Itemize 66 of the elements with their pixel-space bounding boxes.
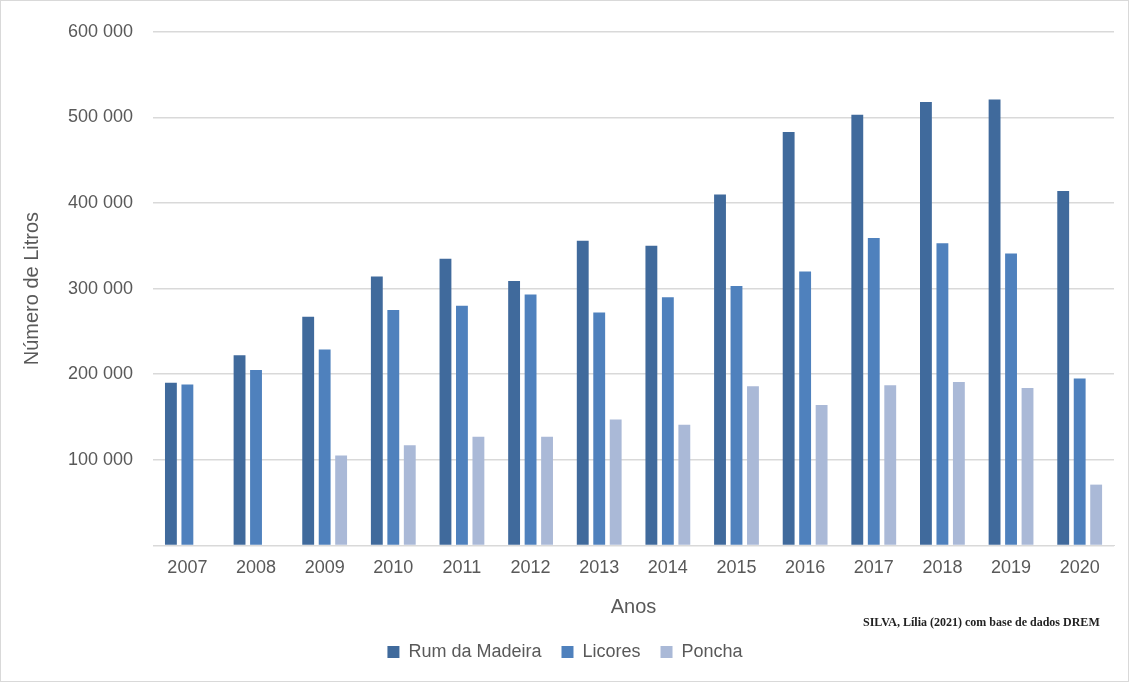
bar [508, 280, 521, 545]
y-tick-label: 200 000 [67, 363, 134, 384]
y-tick-label: 400 000 [67, 191, 134, 212]
bar [302, 316, 315, 545]
y-tick-label: 300 000 [67, 277, 134, 298]
y-tick-label: 100 000 [67, 448, 134, 469]
bar [403, 445, 416, 545]
bar [164, 382, 177, 545]
bar [233, 355, 246, 545]
bar [1073, 378, 1086, 545]
bar [782, 131, 795, 545]
legend-label: Poncha [681, 640, 744, 661]
legend-label: Rum da Madeira [408, 640, 543, 661]
x-tick-label: 2020 [1059, 557, 1100, 578]
bar [952, 381, 965, 545]
x-tick-label: 2011 [442, 557, 482, 578]
x-tick-label: 2018 [922, 557, 963, 578]
bar [318, 349, 331, 545]
bar [1090, 484, 1103, 545]
bar [439, 258, 452, 545]
x-axis-title: Anos [610, 594, 657, 617]
x-tick-label: 2007 [167, 557, 208, 578]
bar [1057, 191, 1070, 545]
x-tick-label: 2010 [373, 557, 414, 578]
bar [747, 386, 759, 545]
x-tick-label: 2016 [785, 557, 826, 578]
bar [1021, 387, 1034, 545]
x-tick-label: 2009 [304, 557, 345, 578]
x-tick-label: 2012 [510, 557, 551, 578]
y-tick-label: 600 000 [67, 20, 134, 41]
legend-label: Licores [582, 640, 641, 661]
bar [867, 238, 880, 545]
bar [593, 312, 606, 545]
bar [370, 276, 383, 545]
bar [456, 305, 468, 545]
bar [1005, 253, 1017, 545]
x-tick-label: 2014 [647, 557, 688, 578]
bar [472, 436, 485, 545]
x-tick-label: 2017 [853, 557, 894, 578]
bar [678, 424, 691, 545]
bar [335, 455, 348, 545]
y-axis-title: Número de Litros [19, 211, 42, 366]
bar [645, 245, 658, 545]
bar [884, 385, 897, 545]
bar [936, 243, 949, 545]
x-tick-label: 2019 [991, 557, 1032, 578]
bar [920, 101, 932, 545]
x-tick-label: 2015 [716, 557, 757, 578]
bar [576, 240, 589, 545]
bar [609, 419, 622, 545]
bar [181, 384, 194, 545]
x-tick-label: 2013 [579, 557, 620, 578]
bar [250, 369, 262, 545]
bar [714, 194, 726, 545]
bar [661, 297, 674, 545]
bar [815, 405, 828, 545]
bar [730, 286, 743, 545]
bar [524, 294, 537, 545]
bar [387, 310, 400, 545]
bar [988, 99, 1001, 545]
x-tick-label: 2008 [236, 557, 277, 578]
bar [799, 271, 812, 545]
bar [541, 436, 553, 545]
y-tick-label: 500 000 [67, 106, 134, 127]
bar [851, 114, 864, 545]
text: SILVA, Lília (2021) com base de dados DREM [863, 614, 1101, 631]
